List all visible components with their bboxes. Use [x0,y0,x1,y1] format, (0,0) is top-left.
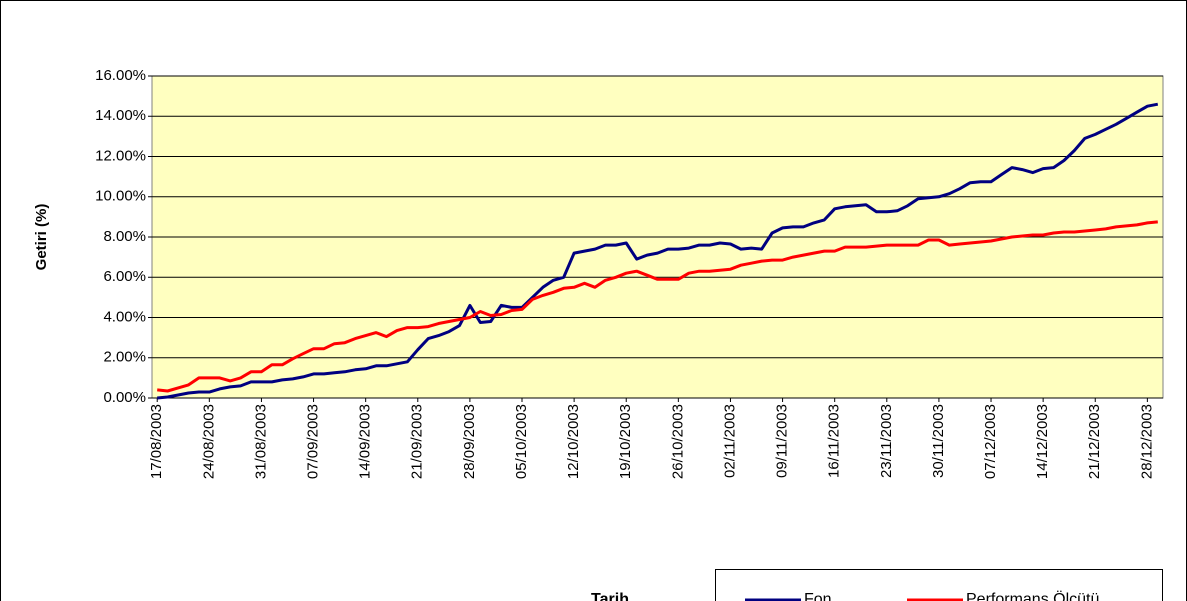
x-tick-label: 30/11/2003 [930,404,947,478]
x-tick-label: 24/08/2003 [200,404,217,479]
x-tick-label: 12/10/2003 [565,404,582,479]
x-tick-label: 23/11/2003 [878,404,895,478]
x-tick-label: 21/09/2003 [409,404,426,479]
y-axis-label: Getiri (%) [33,204,50,271]
x-tick-label: 17/08/2003 [148,404,165,479]
y-tick-label: 0.00% [103,389,146,406]
x-axis-label: Tarih [591,591,629,601]
x-tick-label: 28/12/2003 [1138,404,1155,479]
x-tick-label: 16/11/2003 [826,404,843,478]
y-tick-label: 10.00% [95,188,146,205]
x-tick-label: 26/10/2003 [669,404,686,479]
x-tick-label: 21/12/2003 [1086,404,1103,479]
x-tick-label: 28/09/2003 [461,404,478,479]
x-tick-label: 07/12/2003 [982,404,999,479]
x-tick-label: 09/11/2003 [774,404,791,478]
legend-label: Performans Ölçütü [966,590,1099,601]
x-tick-label: 02/11/2003 [721,404,738,478]
x-tick-label: 19/10/2003 [617,404,634,479]
series-line [157,102,1159,400]
y-tick-label: 16.00% [95,67,146,84]
x-tick-label: 14/09/2003 [357,404,374,479]
y-tick-label: 2.00% [103,349,146,366]
x-tick-label: 14/12/2003 [1034,404,1051,479]
y-tick-label: 14.00% [95,107,146,124]
y-tick-label: 8.00% [103,228,146,245]
x-tick-label: 31/08/2003 [252,404,269,479]
x-tick-label: 07/09/2003 [305,404,322,479]
y-tick-label: 12.00% [95,147,146,164]
legend-label: Fon [804,591,832,601]
y-tick-label: 6.00% [103,268,146,285]
x-tick-label: 05/10/2003 [513,404,530,479]
y-tick-label: 4.00% [103,308,146,325]
series-line [157,220,1158,393]
legend-box [715,569,1163,601]
